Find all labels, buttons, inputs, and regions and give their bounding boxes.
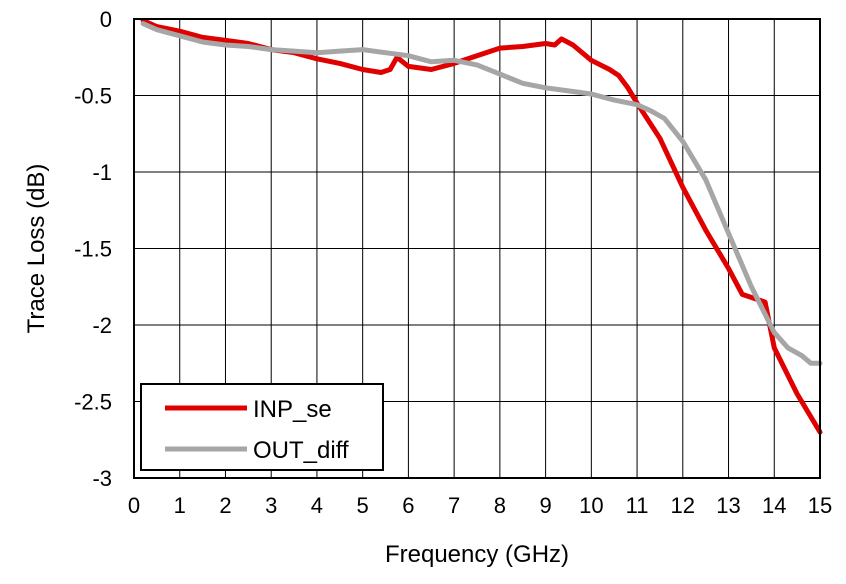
grid bbox=[133, 18, 821, 479]
x-tick-label: 13 bbox=[716, 493, 740, 518]
x-tick-label: 5 bbox=[357, 493, 369, 518]
x-tick-label: 12 bbox=[671, 493, 695, 518]
y-tick-label: -2 bbox=[92, 313, 112, 338]
plot-series bbox=[140, 18, 823, 435]
legend-box bbox=[140, 383, 384, 471]
x-tick-label: 6 bbox=[402, 493, 414, 518]
y-tick-label: -2.5 bbox=[74, 390, 112, 415]
x-tick-label: 8 bbox=[494, 493, 506, 518]
y-axis-tick-labels: 0 -0.5 -1 -1.5 -2 -2.5 -3 bbox=[74, 7, 112, 491]
x-tick-label: 15 bbox=[808, 493, 832, 518]
x-tick-label: 1 bbox=[174, 493, 186, 518]
x-tick-label: 0 bbox=[128, 493, 140, 518]
legend-label-out-diff: OUT_diff bbox=[253, 437, 349, 464]
x-tick-label: 7 bbox=[448, 493, 460, 518]
x-tick-label: 14 bbox=[762, 493, 786, 518]
x-tick-label: 11 bbox=[626, 493, 649, 518]
y-tick-label: 0 bbox=[100, 7, 112, 32]
plot-area-border bbox=[133, 18, 821, 479]
series-line-out-diff bbox=[140, 21, 823, 366]
x-tick-label: 3 bbox=[265, 493, 277, 518]
y-tick-label: -1.5 bbox=[74, 237, 112, 262]
y-tick-label: -3 bbox=[92, 466, 112, 491]
y-tick-label: -0.5 bbox=[74, 84, 112, 109]
legend: INP_se OUT_diff bbox=[140, 383, 384, 471]
y-tick-label: -1 bbox=[92, 160, 112, 185]
x-axis-title: Frequency (GHz) bbox=[385, 541, 569, 568]
x-tick-label: 2 bbox=[219, 493, 231, 518]
x-tick-label: 10 bbox=[579, 493, 603, 518]
x-tick-label: 9 bbox=[539, 493, 551, 518]
legend-label-inp-se: INP_se bbox=[253, 396, 332, 423]
x-axis-tick-labels: 0 1 2 3 4 5 6 7 8 9 10 11 12 13 14 15 bbox=[128, 493, 832, 518]
x-tick-label: 4 bbox=[311, 493, 323, 518]
y-axis-title: Trace Loss (dB) bbox=[23, 164, 50, 334]
